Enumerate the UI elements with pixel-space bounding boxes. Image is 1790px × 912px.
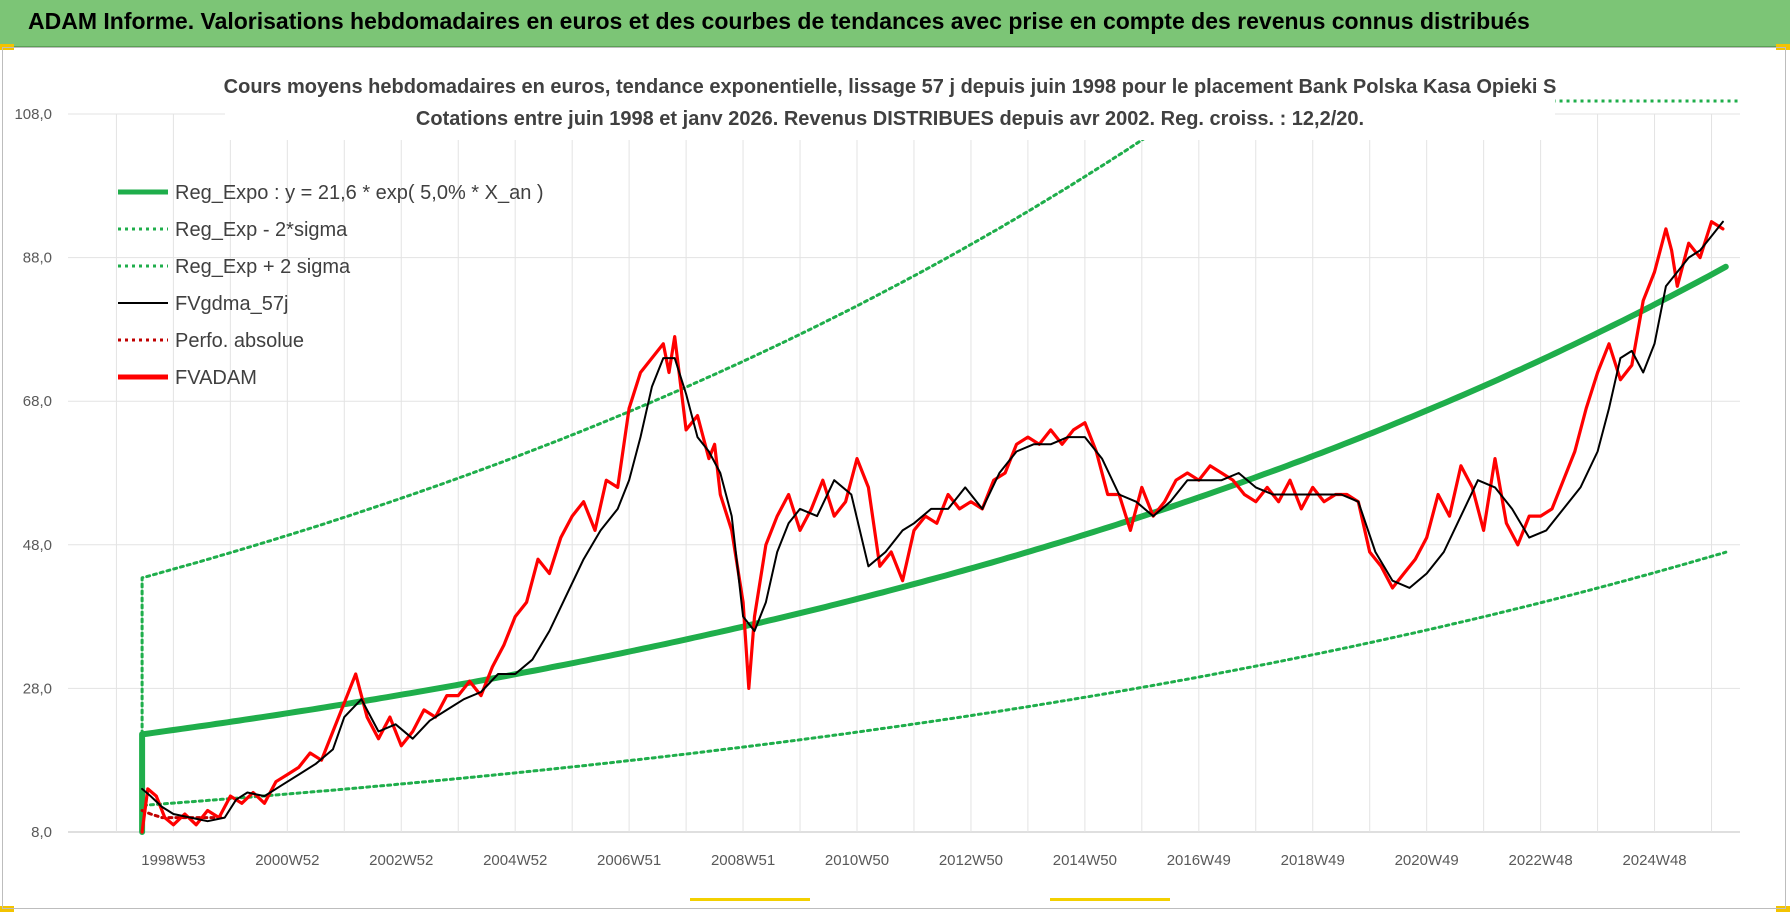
y-tick-label: 48,0: [23, 537, 52, 554]
title-background: [225, 68, 1555, 140]
series-line: [140, 220, 1725, 834]
y-tick-label: 68,0: [23, 393, 52, 410]
report-banner: ADAM Informe. Valorisations hebdomadaire…: [0, 0, 1790, 47]
legend-label: Reg_Exp + 2 sigma: [175, 256, 351, 278]
series-line: [140, 550, 1728, 834]
series-line: [141, 220, 1724, 823]
report-title: ADAM Informe. Valorisations hebdomadaire…: [28, 8, 1530, 34]
x-tick-label: 1998W53: [141, 852, 205, 869]
series-lines: [139, 99, 1740, 835]
bottom-marker: [1050, 898, 1170, 901]
x-tick-label: 2020W49: [1395, 852, 1459, 869]
x-tick-label: 2018W49: [1281, 852, 1345, 869]
legend-label: FVADAM: [175, 367, 257, 389]
legend-label: Reg_Exp - 2*sigma: [175, 219, 348, 241]
corner-marker: [1776, 906, 1790, 912]
legend: Reg_Expo : y = 21,6 * exp( 5,0% * X_an )…: [118, 182, 544, 389]
chart-frame: [2, 47, 1786, 909]
y-tick-label: 28,0: [23, 680, 52, 697]
x-tick-label: 2012W50: [939, 852, 1003, 869]
x-tick-label: 2006W51: [597, 852, 661, 869]
chart-title: Cours moyens hebdomadaires en euros, ten…: [224, 76, 1557, 98]
series-line: [139, 263, 1729, 835]
x-tick-label: 2014W50: [1053, 852, 1117, 869]
x-tick-label: 2024W48: [1622, 852, 1686, 869]
x-tick-labels: 1998W53 2000W52 2002W52 2004W52 2006W51 2008W…: [141, 852, 1686, 869]
x-tick-label: 2010W50: [825, 852, 889, 869]
y-tick-label: 8,0: [31, 824, 52, 841]
x-tick-label: 2004W52: [483, 852, 547, 869]
x-tick-label: 2016W49: [1167, 852, 1231, 869]
x-tick-label: 2022W48: [1509, 852, 1573, 869]
legend-label: Reg_Expo : y = 21,6 * exp( 5,0% * X_an ): [175, 182, 544, 204]
y-tick-label: 108,0: [14, 106, 52, 123]
chart-subtitle: Cotations entre juin 1998 et janv 2026. …: [416, 108, 1364, 130]
series-line: [140, 112, 1283, 834]
bottom-marker: [690, 898, 810, 901]
y-tick-labels: 108,0 88,0 68,0 48,0 28,0 8,0: [14, 106, 52, 841]
corner-marker: [0, 906, 14, 912]
legend-label: Perfo. absolue: [175, 330, 304, 352]
x-tick-label: 2002W52: [369, 852, 433, 869]
series-line: [140, 809, 227, 820]
x-tick-label: 2008W51: [711, 852, 775, 869]
legend-label: FVgdma_57j: [175, 293, 288, 315]
y-tick-label: 88,0: [23, 250, 52, 267]
x-tick-label: 2000W52: [255, 852, 319, 869]
chart-title-box: Cours moyens hebdomadaires en euros, ten…: [224, 68, 1557, 140]
